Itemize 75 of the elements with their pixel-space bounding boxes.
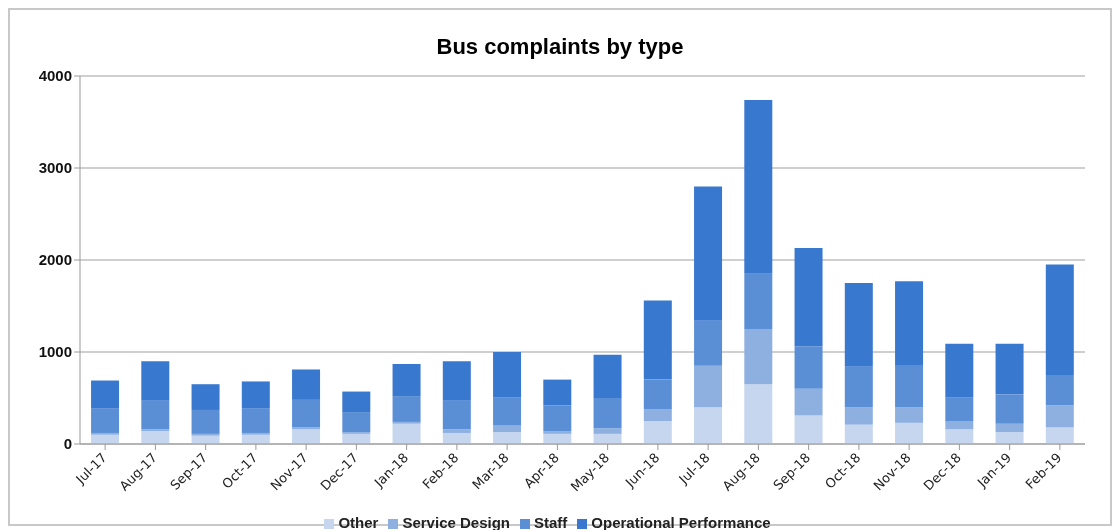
legend-label: Staff xyxy=(534,514,568,530)
bar xyxy=(895,407,924,423)
bar xyxy=(744,273,773,329)
bar xyxy=(794,346,823,389)
bar xyxy=(241,381,270,409)
bar xyxy=(945,429,974,444)
bar xyxy=(995,343,1024,395)
bar xyxy=(493,425,522,433)
y-tick-label: 2000 xyxy=(38,251,72,269)
bar xyxy=(442,400,471,430)
bar xyxy=(643,379,672,410)
bar xyxy=(292,399,321,428)
bar xyxy=(342,391,371,413)
bar xyxy=(844,366,873,408)
bar xyxy=(1045,375,1074,406)
bar xyxy=(643,409,672,421)
bar xyxy=(1045,405,1074,428)
legend-label: Other xyxy=(338,514,379,530)
bar xyxy=(141,361,170,401)
bar xyxy=(91,408,120,433)
bar xyxy=(392,363,421,397)
bar xyxy=(442,429,471,433)
bar xyxy=(593,398,622,429)
bar xyxy=(694,186,723,321)
bar xyxy=(191,409,220,434)
bar xyxy=(995,394,1024,424)
bar xyxy=(744,99,773,274)
bar xyxy=(191,384,220,410)
bar xyxy=(945,397,974,421)
bar xyxy=(1045,427,1074,444)
bar xyxy=(995,423,1024,433)
bar xyxy=(744,384,773,444)
bar xyxy=(141,431,170,444)
bar xyxy=(493,397,522,426)
bar xyxy=(794,248,823,347)
bar xyxy=(292,369,321,400)
bar xyxy=(694,407,723,444)
bar xyxy=(292,429,321,444)
bar xyxy=(895,422,924,444)
bar xyxy=(794,388,823,416)
bar xyxy=(141,400,170,430)
bar xyxy=(543,431,572,434)
bar xyxy=(643,300,672,380)
y-tick-label: 3000 xyxy=(38,159,72,177)
bar xyxy=(442,432,471,444)
bar xyxy=(744,329,773,385)
bar xyxy=(794,415,823,444)
bar xyxy=(342,412,371,433)
y-tick-label: 4000 xyxy=(38,67,72,85)
bar xyxy=(643,421,672,444)
bar xyxy=(91,380,120,409)
bar xyxy=(392,423,421,444)
bar xyxy=(493,432,522,444)
bar xyxy=(1045,264,1074,375)
y-tick-label: 1000 xyxy=(38,343,72,361)
bar xyxy=(241,408,270,433)
y-tick-label: 0 xyxy=(63,435,72,453)
bar xyxy=(593,354,622,398)
bar xyxy=(543,405,572,432)
bar xyxy=(895,364,924,408)
bar xyxy=(844,424,873,444)
bar xyxy=(895,281,924,365)
bar xyxy=(543,379,572,406)
bar xyxy=(493,352,522,398)
bar xyxy=(945,421,974,430)
bar xyxy=(844,407,873,425)
bar xyxy=(392,396,421,422)
bar xyxy=(593,428,622,434)
bar xyxy=(945,343,974,398)
bar xyxy=(995,432,1024,444)
bar xyxy=(694,365,723,408)
bar xyxy=(844,283,873,367)
chart-title: Bus complaints by type xyxy=(435,33,685,61)
bar xyxy=(694,320,723,366)
bar xyxy=(442,361,471,401)
